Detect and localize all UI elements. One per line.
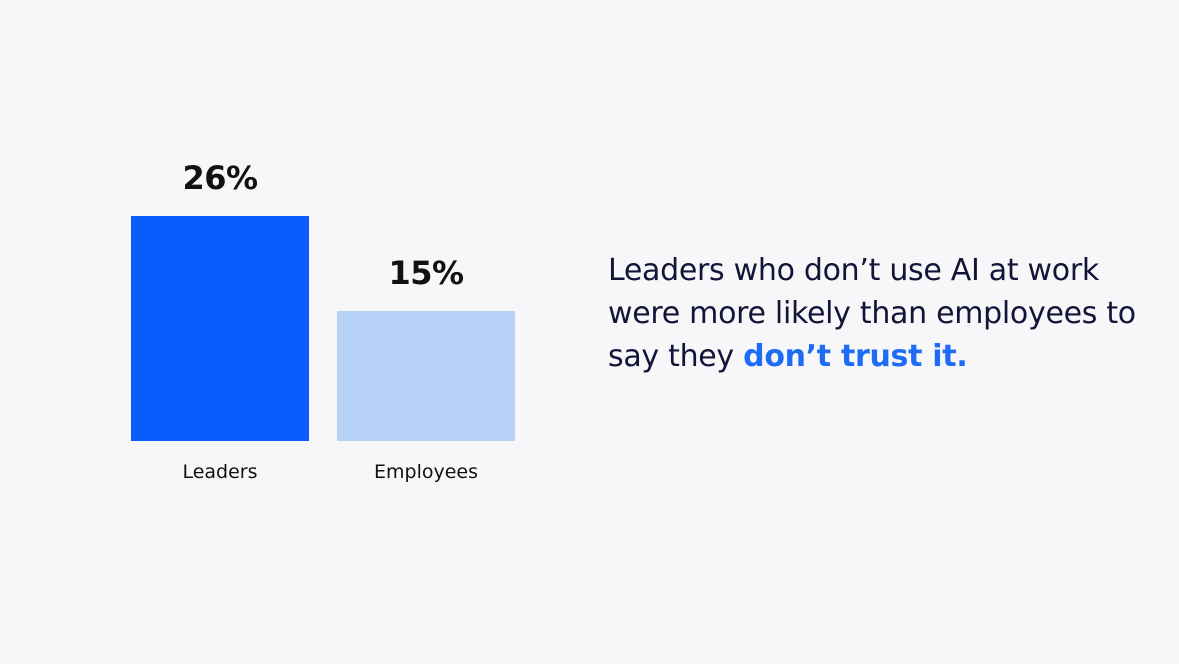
bar-chart: 26% Leaders 15% Employees [131, 159, 515, 483]
bar-employees [337, 311, 515, 441]
data-label-leaders: 26% [182, 159, 258, 197]
caption-highlight: don’t trust it. [743, 339, 968, 374]
caption-text: Leaders who don’t use AI at work were mo… [608, 253, 1136, 374]
category-label-leaders: Leaders [182, 461, 258, 483]
data-label-employees: 15% [388, 254, 464, 293]
caption: Leaders who don’t use AI at work were mo… [608, 249, 1148, 378]
bar-leaders [131, 216, 309, 441]
category-label-employees: Employees [374, 461, 478, 483]
